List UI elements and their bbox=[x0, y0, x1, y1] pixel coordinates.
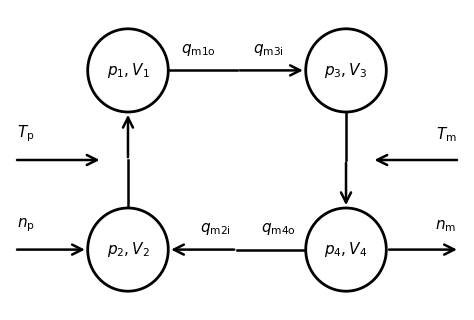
Text: $q_{\mathrm{m2i}}$: $q_{\mathrm{m2i}}$ bbox=[200, 221, 230, 237]
Text: $n_{\mathrm{m}}$: $n_{\mathrm{m}}$ bbox=[436, 218, 456, 234]
Text: $T_{\mathrm{m}}$: $T_{\mathrm{m}}$ bbox=[436, 125, 456, 144]
Ellipse shape bbox=[306, 29, 386, 112]
Text: $p_2,V_2$: $p_2,V_2$ bbox=[107, 240, 149, 259]
Text: $q_{\mathrm{m1o}}$: $q_{\mathrm{m1o}}$ bbox=[181, 42, 216, 58]
Text: $q_{\mathrm{m4o}}$: $q_{\mathrm{m4o}}$ bbox=[261, 221, 296, 237]
Text: $n_{\mathrm{p}}$: $n_{\mathrm{p}}$ bbox=[18, 216, 36, 234]
Ellipse shape bbox=[88, 208, 168, 291]
Text: $p_3,V_3$: $p_3,V_3$ bbox=[325, 61, 367, 80]
Ellipse shape bbox=[306, 208, 386, 291]
Text: $p_4,V_4$: $p_4,V_4$ bbox=[324, 240, 368, 259]
Text: $p_1,V_1$: $p_1,V_1$ bbox=[107, 61, 149, 80]
Ellipse shape bbox=[88, 29, 168, 112]
Text: $T_{\mathrm{p}}$: $T_{\mathrm{p}}$ bbox=[18, 124, 35, 144]
Text: $q_{\mathrm{m3i}}$: $q_{\mathrm{m3i}}$ bbox=[253, 42, 284, 58]
